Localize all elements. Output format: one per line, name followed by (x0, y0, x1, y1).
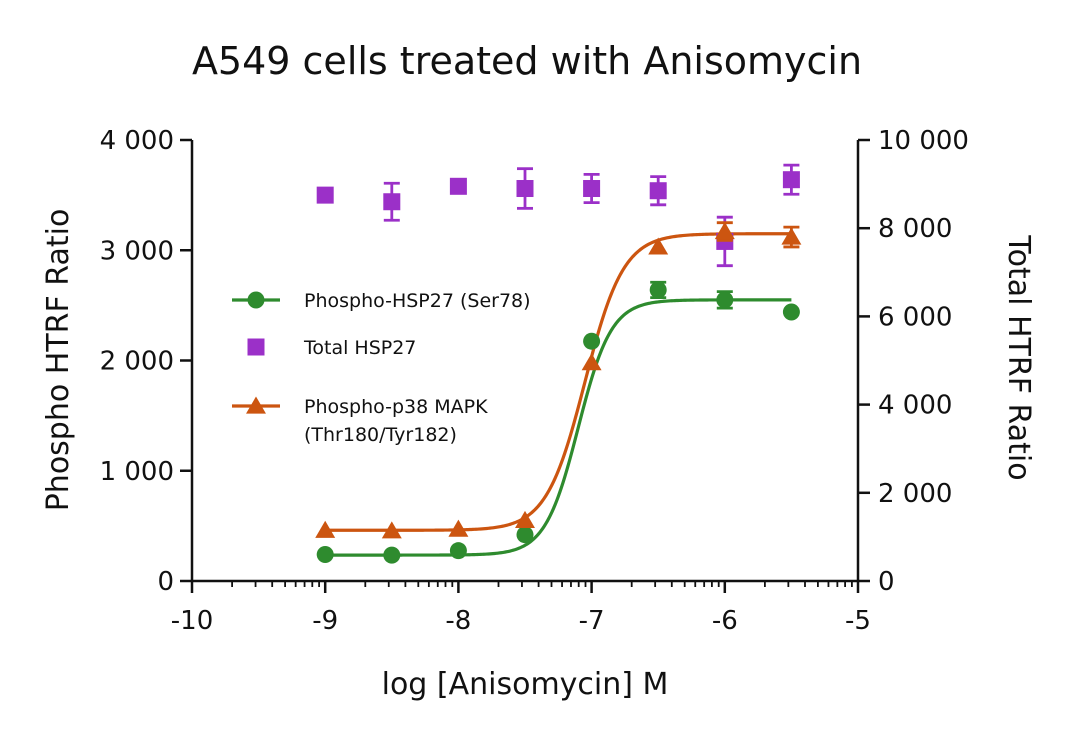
x-tick-label: -6 (712, 606, 738, 636)
data-point-series-2 (781, 227, 802, 245)
data-point-series-2 (714, 222, 735, 240)
data-point-series-1 (449, 177, 467, 195)
data-point-series-2 (315, 520, 336, 538)
y-right-tick-label: 10 000 (878, 126, 969, 156)
fit-curve-series-2 (325, 232, 792, 532)
data-point-series-1 (583, 180, 601, 198)
data-point-series-2 (515, 510, 535, 528)
legend-marker-square (247, 338, 265, 356)
y-left-tick-label: 2 000 (100, 347, 174, 377)
data-point-series-2 (581, 353, 602, 371)
x-tick-label: -8 (445, 606, 471, 636)
data-point-series-2 (381, 521, 402, 539)
y-left-tick-label: 0 (157, 567, 174, 597)
legend: Phospho-HSP27 (Ser78) Total HSP27 Phospho-… (232, 290, 531, 446)
y-left-tick-label: 1 000 (100, 457, 174, 487)
x-axis-title: log [Anisomycin] M (382, 667, 669, 702)
y-right-tick-label: 2 000 (878, 479, 952, 509)
legend-label: Phospho-p38 MAPK (304, 396, 488, 418)
legend-label: Total HSP27 (303, 337, 416, 359)
data-point-series-2 (448, 519, 469, 537)
fit-curves (325, 232, 792, 557)
data-point-series-0 (716, 291, 734, 309)
fit-curve-series-0 (325, 298, 792, 557)
legend-label: (Thr180/Tyr182) (304, 424, 457, 446)
y-right-tick-label: 0 (878, 567, 895, 597)
legend-marker-circle (247, 291, 265, 309)
y-left-tick-label: 4 000 (100, 126, 174, 156)
data-point-series-0 (383, 546, 401, 564)
data-point-series-0 (583, 332, 601, 350)
data-points (315, 163, 802, 564)
x-tick-label: -10 (171, 606, 213, 636)
y-left-axis-title: Phospho HTRF Ratio (41, 209, 76, 512)
x-tick-label: -9 (312, 606, 338, 636)
data-point-series-1 (516, 180, 534, 198)
data-point-series-1 (782, 171, 800, 189)
y-right-tick-label: 6 000 (878, 302, 952, 332)
data-point-series-0 (449, 542, 467, 560)
x-tick-label: -7 (579, 606, 605, 636)
legend-marker-triangle (246, 396, 266, 414)
y-right-tick-label: 8 000 (878, 214, 952, 244)
data-point-series-1 (316, 186, 334, 204)
data-point-series-0 (316, 546, 334, 564)
data-point-series-0 (782, 303, 800, 321)
data-point-series-2 (648, 237, 669, 255)
data-point-series-0 (649, 281, 667, 299)
data-point-series-0 (516, 526, 534, 544)
x-tick-label: -5 (845, 606, 871, 636)
y-right-tick-label: 4 000 (878, 391, 952, 421)
y-right-axis-title: Total HTRF Ratio (1001, 234, 1036, 480)
legend-label: Phospho-HSP27 (Ser78) (304, 290, 531, 312)
y-left-tick-label: 3 000 (100, 236, 174, 266)
data-point-series-1 (649, 182, 667, 200)
chart-title: A549 cells treated with Anisomycin (192, 39, 862, 83)
data-point-series-1 (383, 193, 401, 211)
